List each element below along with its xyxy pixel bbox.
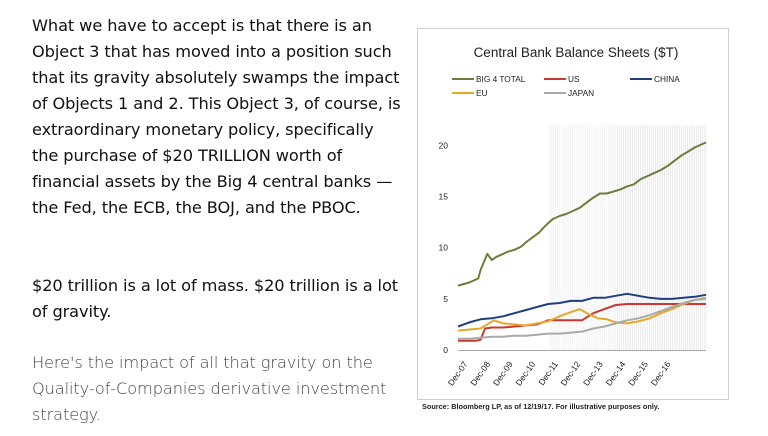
y-tick-label: 0 bbox=[443, 345, 448, 355]
chart-frame: Central Bank Balance Sheets ($T) BIG 4 T… bbox=[417, 28, 729, 400]
legend-label-japan: JAPAN bbox=[568, 88, 594, 98]
x-tick-label: Dec-09 bbox=[491, 359, 515, 387]
legend-label-big-4-total: BIG 4 TOTAL bbox=[476, 74, 526, 84]
article-paragraph-2: $20 trillion is a lot of mass. $20 trill… bbox=[32, 276, 399, 321]
article-paragraph-1: What we have to accept is that there is … bbox=[32, 16, 401, 217]
y-tick-label: 10 bbox=[439, 243, 449, 253]
series-line-big-4-total bbox=[457, 141, 707, 287]
x-tick-label: Dec-13 bbox=[581, 359, 605, 387]
series-line-china bbox=[457, 292, 707, 328]
x-tick-label: Dec-08 bbox=[468, 359, 492, 387]
y-tick-label: 5 bbox=[443, 294, 448, 304]
y-tick-label: 20 bbox=[439, 140, 449, 150]
x-tick-label: Dec-07 bbox=[446, 359, 470, 387]
x-tick-label: Dec-11 bbox=[536, 359, 560, 387]
article-paragraph-3: Here's the impact of all that gravity on… bbox=[32, 353, 387, 424]
x-tick-label: Dec-14 bbox=[604, 359, 628, 387]
series-line-us bbox=[458, 303, 706, 342]
chart-title: Central Bank Balance Sheets ($T) bbox=[474, 45, 679, 60]
x-tick-label: Dec-12 bbox=[558, 359, 582, 387]
chart-legend: BIG 4 TOTAL US CHINA EU JAPAN bbox=[452, 74, 680, 98]
legend-label-eu: EU bbox=[476, 88, 488, 98]
series-line-eu bbox=[457, 296, 707, 332]
chart-grid bbox=[549, 125, 707, 350]
x-tick-label: Dec-15 bbox=[626, 359, 650, 387]
legend-label-china: CHINA bbox=[654, 74, 680, 84]
chart-source-note: Source: Bloomberg LP, as of 12/19/17. Fo… bbox=[422, 402, 660, 411]
series-line-japan bbox=[458, 297, 707, 340]
x-tick-label: Dec-16 bbox=[649, 359, 673, 387]
chart-series bbox=[457, 141, 707, 342]
chart-axes: 05101520Dec-07Dec-08Dec-09Dec-10Dec-11De… bbox=[439, 140, 706, 388]
x-tick-label: Dec-10 bbox=[513, 359, 537, 387]
y-tick-label: 15 bbox=[439, 192, 449, 202]
balance-sheet-chart: Central Bank Balance Sheets ($T) BIG 4 T… bbox=[439, 45, 707, 388]
legend-label-us: US bbox=[568, 74, 580, 84]
